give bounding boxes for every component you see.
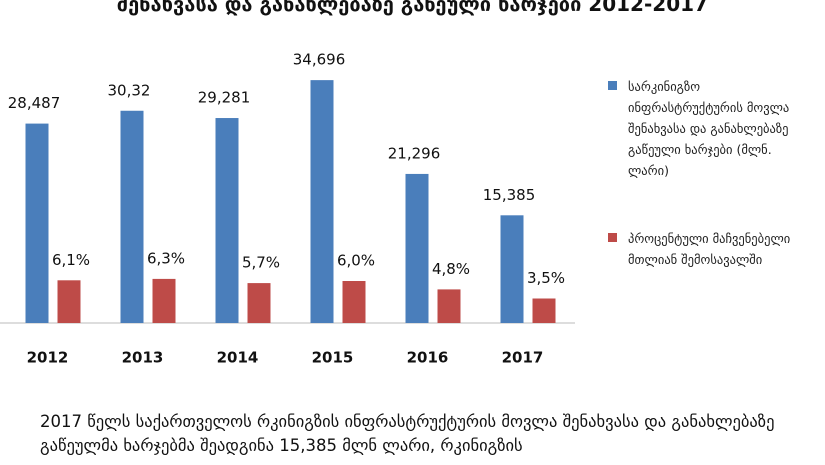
data-label: 6,1% bbox=[52, 251, 90, 269]
x-tick-label: 2016 bbox=[407, 349, 449, 367]
bar bbox=[25, 123, 49, 323]
data-label: 28,487 bbox=[8, 94, 61, 112]
legend-swatch bbox=[608, 81, 617, 90]
chart: 2012 28,487 6,1% 2013 30,32 6,3% 2014 29,281 5,7… bbox=[0, 51, 575, 367]
legend-entry: სარკინიგზო ინფრასტრუქტურის მოვლა შენახვა… bbox=[608, 76, 808, 181]
data-label: 15,385 bbox=[483, 186, 536, 204]
data-label: 30,32 bbox=[108, 81, 151, 99]
data-label: 3,5% bbox=[527, 269, 565, 287]
bar bbox=[57, 280, 81, 323]
bar bbox=[120, 110, 144, 323]
x-tick-label: 2014 bbox=[217, 349, 259, 367]
data-label: 5,7% bbox=[242, 254, 280, 272]
data-label: 6,3% bbox=[147, 249, 185, 267]
caption: 2017 წელს საქართველოს რკინიგზის ინფრასტრ… bbox=[40, 412, 775, 455]
chart-title: შენახვასა და განახლებაზე გაწეული ხარჯები… bbox=[117, 0, 708, 16]
legend-entry: პროცენტული მაჩვენებელი მთლიან შემოსავალშ… bbox=[608, 228, 808, 270]
bar bbox=[310, 80, 334, 324]
legend-label: სარკინიგზო ინფრასტრუქტურის მოვლა შენახვა… bbox=[628, 79, 790, 178]
data-label: 4,8% bbox=[432, 260, 470, 278]
bar bbox=[215, 118, 239, 324]
data-label: 21,296 bbox=[388, 144, 441, 162]
data-label: 34,696 bbox=[293, 51, 346, 69]
bar bbox=[405, 173, 429, 323]
legend-label: პროცენტული მაჩვენებელი მთლიან შემოსავალშ… bbox=[628, 231, 791, 267]
data-label: 29,281 bbox=[198, 89, 251, 107]
x-tick-label: 2015 bbox=[312, 349, 354, 367]
bar bbox=[437, 289, 461, 323]
data-label: 6,0% bbox=[337, 252, 375, 270]
x-tick-label: 2017 bbox=[502, 349, 544, 367]
bar bbox=[532, 298, 556, 323]
x-tick-label: 2012 bbox=[27, 349, 69, 367]
x-tick-label: 2013 bbox=[122, 349, 164, 367]
legend-swatch bbox=[608, 233, 617, 242]
bar bbox=[500, 215, 524, 323]
bar bbox=[152, 278, 176, 323]
bar bbox=[247, 283, 271, 323]
bar bbox=[342, 281, 366, 323]
